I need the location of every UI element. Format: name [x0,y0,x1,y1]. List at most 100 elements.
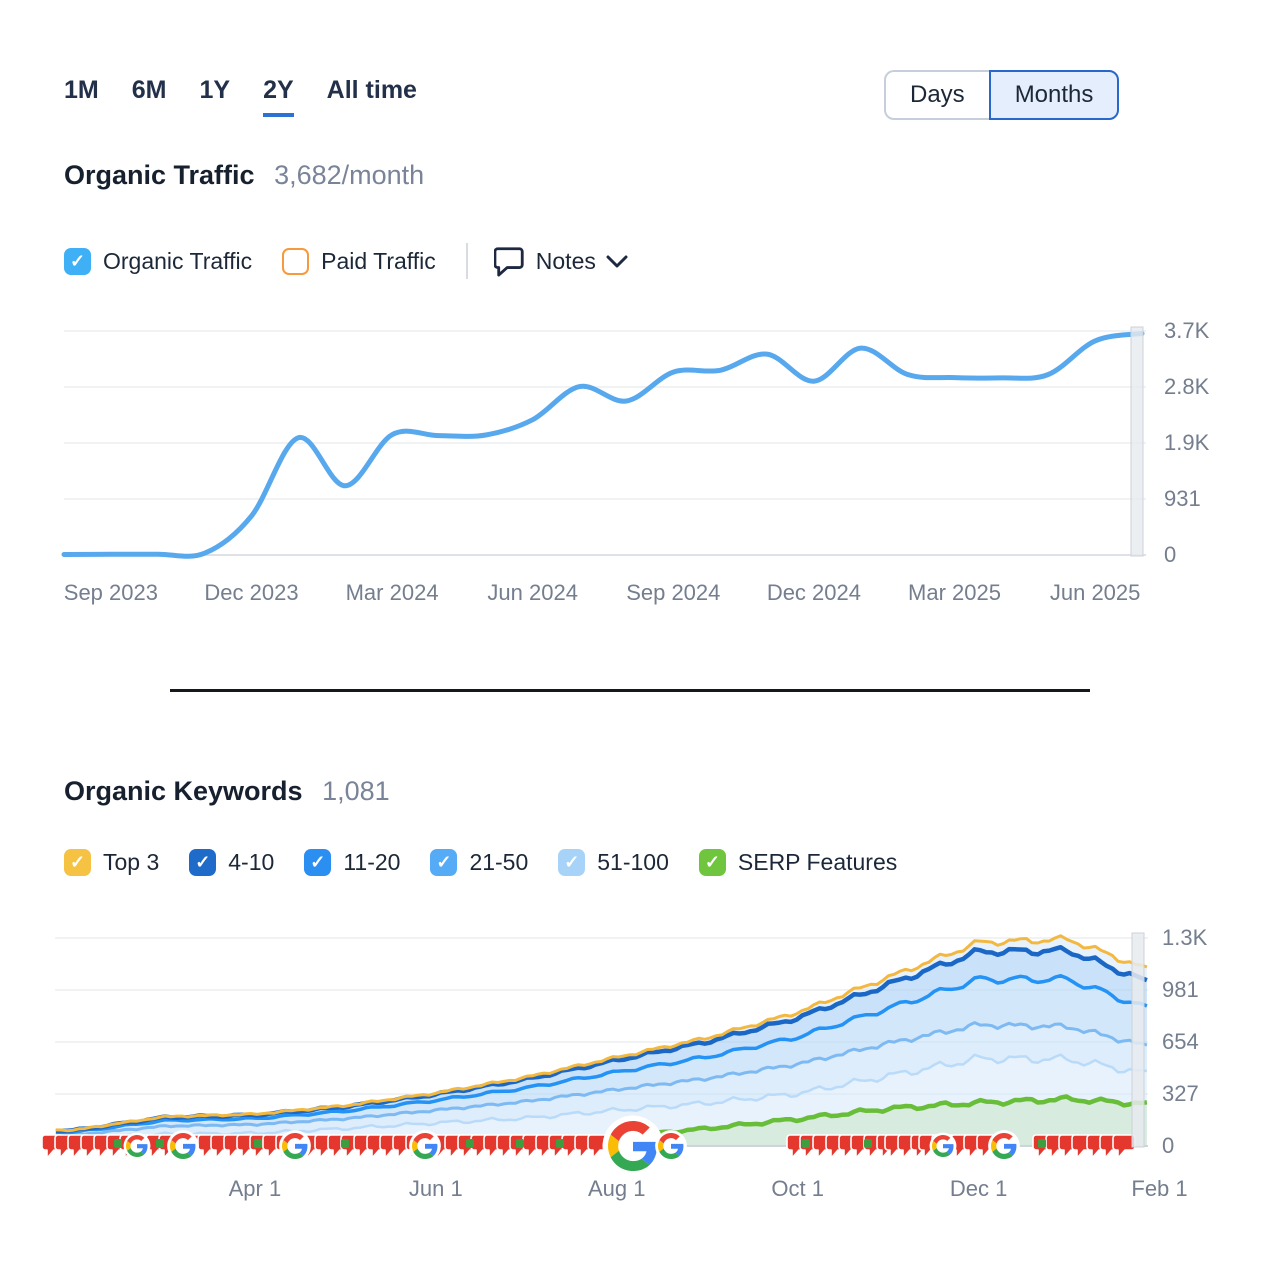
note-flag-icon [275,1134,299,1159]
note-flag-icon [145,1134,169,1159]
google-icon [282,1133,308,1159]
svg-text:0: 0 [1162,1133,1174,1158]
svg-text:654: 654 [1162,1029,1199,1054]
google-icon-bg [279,1130,311,1162]
note-flag-icon [444,1134,468,1159]
note-flag-icon [80,1134,104,1159]
keywords-legend: ✓ Top 3 ✓ 4-10 ✓ 11-20 ✓ 21-50 ✓ 51-100 … [64,849,927,876]
note-flag-icon [863,1134,887,1159]
note-flag-icon [327,1134,351,1159]
top3-checkbox[interactable]: ✓ Top 3 [64,849,159,876]
note-flag-icon [54,1134,78,1159]
line-21-50 [55,1021,1148,1137]
note-flag-icon [314,1134,338,1159]
serp-line [55,1094,1148,1149]
tab-6m[interactable]: 6M [131,76,167,104]
svg-text:Dec 2023: Dec 2023 [204,580,298,605]
pos4-10-checkbox[interactable]: ✓ 4-10 [189,849,274,876]
notes-flag-icon [493,247,524,277]
note-flag-icon [950,1134,974,1159]
note-markers[interactable] [41,1115,1136,1177]
note-flag-icon [522,1134,546,1159]
note-flag-icon [158,1134,182,1159]
note-flag-icon [171,1134,195,1159]
tab-all-time[interactable]: All time [326,76,417,104]
months-button[interactable]: Months [988,70,1120,120]
organic-traffic-checkbox[interactable]: ✓ Organic Traffic [64,247,253,275]
note-flag-icon [431,1134,455,1159]
google-icon [608,1121,657,1171]
granularity-toggle: Days Months [884,70,1120,120]
svg-text:Mar 2024: Mar 2024 [346,580,439,605]
svg-text:981: 981 [1162,977,1199,1002]
note-flag-icon [483,1134,507,1159]
note-flag-icon [897,1134,921,1159]
checkbox-checked-icon: ✓ [64,849,91,876]
note-flag-icon [1032,1134,1056,1159]
note-flag-icon [353,1134,377,1159]
svg-text:Dec 1: Dec 1 [950,1176,1007,1201]
notes-dropdown[interactable]: Notes [493,244,628,278]
note-flag-icon [379,1134,403,1159]
line-Top 3 [55,934,1148,1133]
checkbox-unchecked-icon: ✓ [282,247,310,275]
svg-text:0: 0 [1164,542,1176,567]
google-icon [932,1135,954,1157]
note-flag-icon [301,1134,325,1159]
paid-traffic-checkbox[interactable]: ✓ Paid Traffic [282,247,436,275]
pos11-20-checkbox[interactable]: ✓ 11-20 [304,849,400,876]
checkbox-checked-icon: ✓ [558,849,586,876]
note-flag-icon [366,1134,390,1159]
band-Top 3 [55,935,1147,1132]
tab-2y[interactable]: 2Y [263,76,294,117]
note-flag-icon [548,1134,572,1159]
tab-1m[interactable]: 1M [64,76,99,104]
google-icon [991,1133,1017,1159]
google-icon [658,1133,684,1159]
note-flag-icon [288,1134,312,1159]
google-icon-bg [602,1115,664,1177]
band-51-100 [55,1054,1147,1146]
note-flag-icon [1086,1134,1110,1159]
svg-text:1.9K: 1.9K [1164,430,1210,455]
pos51-100-checkbox[interactable]: ✓ 51-100 [558,849,669,876]
note-flag-icon [825,1134,849,1159]
note-green-icon [1038,1139,1046,1148]
current-period-bar [1131,932,1145,1148]
note-flag-icon [210,1134,234,1159]
pos21-50-checkbox[interactable]: ✓ 21-50 [430,849,528,876]
note-green-icon [156,1139,164,1148]
traffic-line [61,331,1145,559]
serp-area [55,1096,1147,1146]
google-icon [170,1133,196,1159]
organic-traffic-label: Organic Traffic [103,247,253,274]
note-flag-icon [931,1134,955,1159]
keywords-title-row: Organic Keywords 1,081 [64,776,390,807]
note-flag-icon [786,1134,810,1159]
note-flag-icon [812,1134,836,1159]
note-flag-icon [119,1134,143,1159]
note-green-icon [341,1139,349,1148]
note-green-icon [254,1139,262,1148]
note-green-icon [114,1139,122,1148]
days-button[interactable]: Days [884,70,991,120]
note-flag-icon [392,1134,416,1159]
svg-text:Feb 1: Feb 1 [1131,1176,1187,1201]
note-flag-icon [249,1134,273,1159]
note-flag-icon [197,1134,221,1159]
tab-1y[interactable]: 1Y [199,76,231,104]
svg-text:3.7K: 3.7K [1164,318,1210,343]
note-flag-icon [574,1134,598,1159]
serp-features-checkbox[interactable]: ✓ SERP Features [698,849,897,876]
keywords-value: 1,081 [322,776,390,806]
keywords-chart[interactable]: 0 327 654 981 1.3K Apr 1 Jun 1 Aug 1 Oct 1 Dec 1 F… [41,925,1208,1201]
traffic-chart[interactable]: 0 931 1.9K 2.8K 3.7K Sep 2023 Dec 2023 Mar 2024… [61,318,1210,605]
svg-text:Apr 1: Apr 1 [229,1176,282,1201]
svg-text:Mar 2025: Mar 2025 [908,580,1001,605]
note-flag-icon [838,1134,862,1159]
note-flag-icon [418,1134,442,1159]
vertical-separator [465,243,468,279]
google-icon-bg [409,1130,441,1162]
